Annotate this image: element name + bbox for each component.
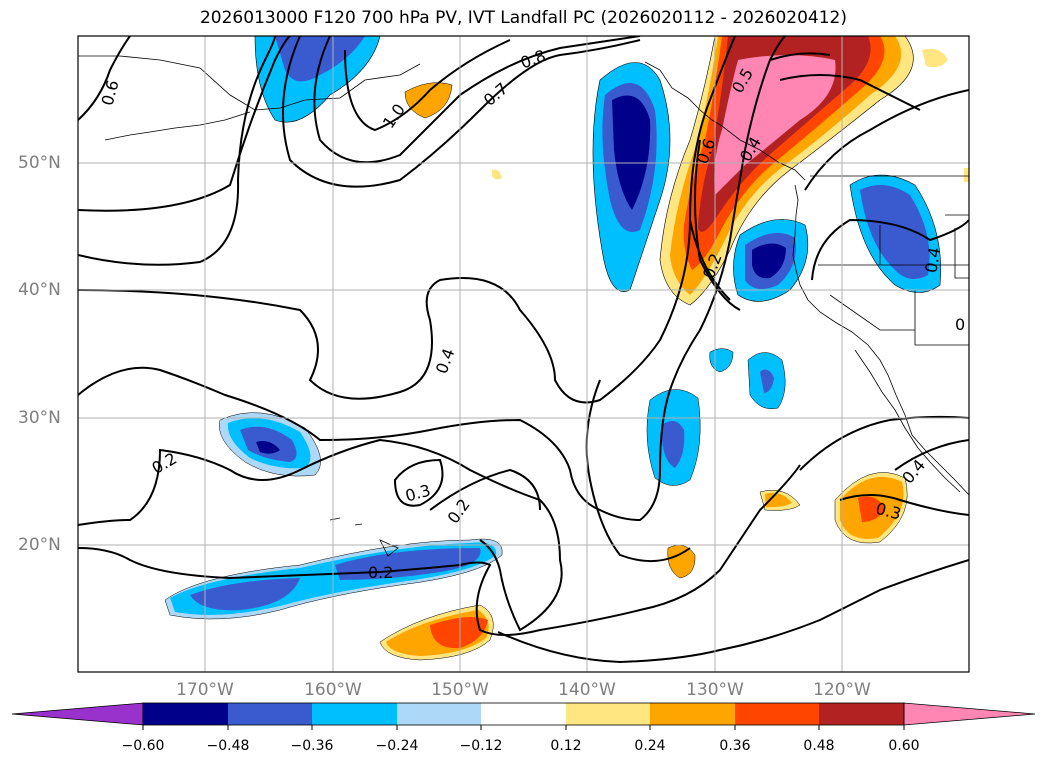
hawaii-islands xyxy=(329,517,399,557)
contour-line xyxy=(894,439,969,471)
contour-line xyxy=(78,36,131,121)
colorbar-extend-high xyxy=(903,702,1036,726)
colorbar-segment xyxy=(735,703,819,725)
negative-anomaly-patch xyxy=(709,348,734,373)
contour-line xyxy=(429,468,541,511)
us-west-coast xyxy=(792,184,969,496)
contour-label: 0 xyxy=(955,315,965,334)
state-border xyxy=(914,290,969,346)
map-area: 0.6 1.0 0.8 0.7 0.5 0.6 0.4 0.2 0.4 0.4 … xyxy=(78,36,969,672)
contour-line xyxy=(585,379,691,563)
lon-label: 140°W xyxy=(558,680,616,700)
lat-label: 20°N xyxy=(18,535,61,555)
negative-anomaly-patch xyxy=(662,421,685,468)
contour-line xyxy=(839,494,969,516)
positive-anomaly-patch xyxy=(667,544,696,579)
colorbar-tick-label: 0.36 xyxy=(719,738,751,754)
baja-coast xyxy=(854,349,961,493)
colorbar-segment xyxy=(228,703,312,725)
gridlines xyxy=(78,36,969,672)
contour-line xyxy=(497,559,969,664)
colorbar-tick-label: −0.12 xyxy=(459,738,503,754)
colorbar-segment xyxy=(650,703,735,725)
colorbar-tick-label: 0.24 xyxy=(634,738,666,754)
contour-line xyxy=(78,36,276,266)
lon-label: 130°W xyxy=(686,680,744,700)
contour-line xyxy=(78,464,801,636)
contour-line xyxy=(313,36,641,164)
contour-line xyxy=(811,218,969,281)
lon-label: 160°W xyxy=(304,680,362,700)
lon-label: 120°W xyxy=(813,680,871,700)
negative-anomaly-patch xyxy=(612,95,651,210)
pv-contours xyxy=(78,36,969,664)
colorbar-tick-label: 0.48 xyxy=(803,738,835,754)
colorbar-segment xyxy=(819,703,904,725)
contour-line xyxy=(281,36,641,188)
negative-anomaly-patch xyxy=(760,369,774,393)
contour-line xyxy=(694,139,741,311)
contour-line xyxy=(689,219,731,301)
lon-label: 170°W xyxy=(176,680,234,700)
negative-anomaly-patch xyxy=(190,578,300,611)
contour-label: 0.4 xyxy=(921,246,944,274)
contour-line xyxy=(78,36,291,212)
positive-anomaly-patch xyxy=(922,48,948,68)
colorbar-tick-label: −0.48 xyxy=(206,738,250,754)
contour-line xyxy=(804,89,969,191)
negative-anomaly-patch xyxy=(256,441,280,454)
negative-anomaly-patch xyxy=(860,185,930,279)
colorbar-extend-low xyxy=(11,702,144,726)
positive-anomaly-patch xyxy=(714,55,836,195)
lat-label: 40°N xyxy=(18,280,61,300)
contour-line xyxy=(779,74,921,111)
contour-label: 0.2 xyxy=(368,563,393,582)
positive-anomaly-patch xyxy=(492,169,502,180)
negative-anomaly-patch xyxy=(752,243,786,279)
state-border xyxy=(954,228,969,279)
state-border xyxy=(829,294,915,331)
lat-label: 50°N xyxy=(18,153,61,173)
contour-line xyxy=(78,36,786,522)
colorbar-segment xyxy=(312,703,397,725)
colorbar-segment xyxy=(397,703,481,725)
alaska-coast xyxy=(78,55,421,111)
positive-anomaly-patch xyxy=(858,496,885,522)
colorbar-tick-label: 0.60 xyxy=(888,738,920,754)
contour-line xyxy=(799,415,969,471)
colorbar-segment xyxy=(566,703,650,725)
lat-label: 30°N xyxy=(18,408,61,428)
lon-label: 150°W xyxy=(431,680,489,700)
map-title: 2026013000 F120 700 hPa PV, IVT Landfall… xyxy=(199,8,847,28)
positive-anomaly-patch xyxy=(964,168,969,182)
aleutian-islands xyxy=(104,111,251,141)
colorbar-tick-label: −0.24 xyxy=(375,738,419,754)
colorbar xyxy=(11,702,1036,730)
map-frame xyxy=(77,35,970,673)
contour-line xyxy=(78,438,563,632)
contour-line xyxy=(344,39,511,132)
filled-anomalies xyxy=(164,36,969,661)
colorbar-frame xyxy=(142,702,905,726)
negative-anomaly-patch xyxy=(275,36,365,82)
colorbar-tick-label: 0.12 xyxy=(550,738,582,754)
positive-anomaly-patch xyxy=(430,616,488,649)
colorbar-segment xyxy=(481,703,566,725)
contour-line xyxy=(769,52,831,61)
colorbar-tick-label: −0.36 xyxy=(290,738,334,754)
contour-line xyxy=(78,36,736,404)
colorbar-segment xyxy=(143,703,228,725)
contour-line xyxy=(393,458,444,507)
colorbar-tick-label: −0.60 xyxy=(121,738,165,754)
positive-anomaly-patch xyxy=(404,82,453,119)
